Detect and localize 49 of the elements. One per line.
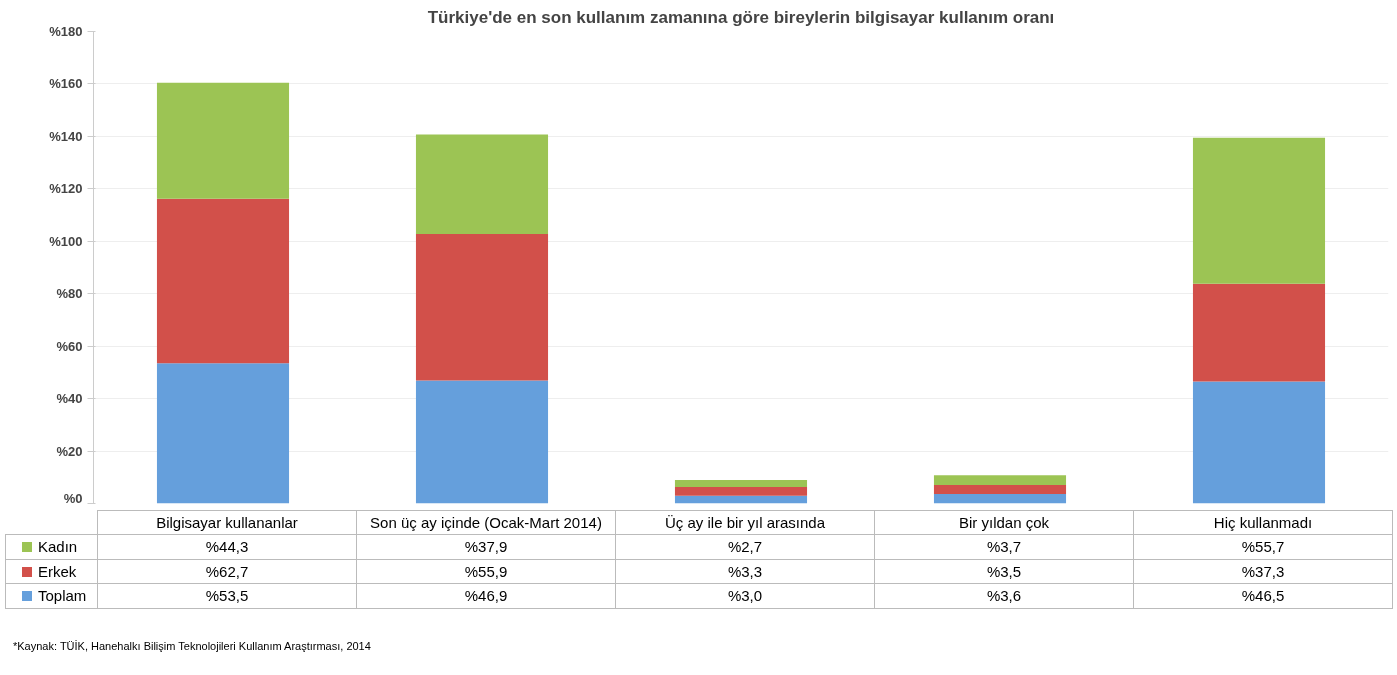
data-label: %46,9 [356, 583, 616, 609]
bar [933, 475, 1067, 485]
text: *Kaynak: TÜİK, Hanehalkı Bilişim Teknolojileri Kullanım Araştırması, 2014 [13, 638, 372, 654]
bar [1192, 381, 1326, 504]
bar [674, 486, 808, 496]
x-tick-label: Son üç ay içinde (Ocak-Mart 2014) [356, 510, 616, 535]
x-tick-label: Bilgisayar kullananlar [97, 510, 357, 535]
bar [156, 363, 290, 504]
data-label: %55,7 [1133, 534, 1393, 560]
y-tick-label: %40 [56, 391, 83, 407]
data-label: %37,9 [356, 534, 616, 560]
x-tick-label: Üç ay ile bir yıl arasında [615, 510, 875, 535]
data-label: %55,9 [356, 559, 616, 584]
y-tick-label: %180 [49, 24, 83, 39]
data-label: %62,7 [97, 559, 357, 584]
data-label: %44,3 [97, 534, 357, 560]
x-tick-label: Bir yıldan çok [874, 510, 1134, 535]
bar [156, 82, 290, 199]
y-tick-label: %0 [63, 490, 83, 506]
bar [1192, 283, 1326, 382]
data-label: %53,5 [97, 583, 357, 609]
data-label: %2,7 [615, 534, 875, 560]
chart-title: Türkiye'de en son kullanım zamanına göre bireylerin bilgisayar kullanım oranı [427, 7, 1055, 27]
y-tick-label: %20 [56, 443, 83, 459]
data-label: %3,0 [615, 583, 875, 609]
y-tick-label: %80 [56, 286, 83, 302]
legend-label: Erkek [5, 559, 98, 584]
y-tick-label: %160 [49, 76, 83, 92]
y-tick-label: %120 [49, 181, 83, 197]
legend-label: Kadın [5, 534, 98, 560]
x-tick-label: Hiç kullanmadı [1133, 510, 1393, 535]
data-label: %3,7 [874, 534, 1134, 560]
bar [156, 198, 290, 364]
legend-label: Toplam [5, 583, 98, 609]
data-label: %3,3 [615, 559, 875, 584]
bar [415, 134, 549, 234]
bar [415, 233, 549, 381]
data-label: %3,6 [874, 583, 1134, 609]
bar [933, 484, 1067, 495]
y-tick-label: %100 [49, 233, 83, 249]
data-label: %46,5 [1133, 583, 1393, 609]
bar [1192, 137, 1326, 284]
data-label: %37,3 [1133, 559, 1393, 584]
bar [674, 479, 808, 487]
data-label: %3,5 [874, 559, 1134, 584]
bar [933, 494, 1067, 504]
bar [415, 380, 549, 504]
y-tick-label: %140 [49, 128, 83, 144]
y-tick-label: %60 [56, 338, 83, 354]
